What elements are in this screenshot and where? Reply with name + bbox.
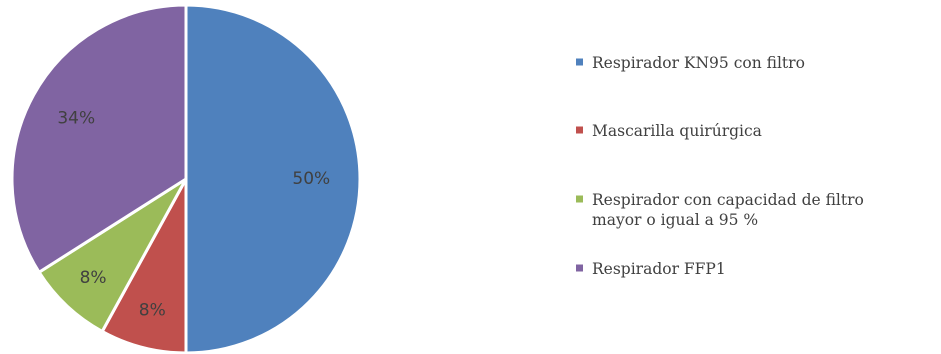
pie-slice-labels: 50% 8% 8% 34% (57, 109, 330, 321)
legend-label: Respirador con capacidad de filtro (592, 191, 864, 209)
pie-slices (10, 3, 362, 354)
legend-label: Respirador FFP1 (592, 260, 726, 278)
slice-value-label: 8% (139, 300, 166, 320)
slice-value-label: 50% (292, 169, 330, 189)
legend-marker (576, 264, 583, 272)
legend-label: Respirador KN95 con filtro (592, 54, 805, 72)
legend-item: Respirador KN95 con filtro (576, 54, 805, 72)
legend-label: Mascarilla quirúrgica (592, 122, 762, 140)
legend-item: Respirador con capacidad de filtro mayor … (576, 191, 864, 229)
slice-value-label: 8% (80, 268, 107, 288)
pie-slice-1 (184, 3, 362, 354)
legend: Respirador KN95 con filtro Mascarilla qui… (576, 54, 864, 278)
legend-label: mayor o igual a 95 % (592, 211, 758, 229)
legend-marker (576, 195, 583, 203)
legend-marker (576, 58, 583, 66)
pie-slice-4 (10, 3, 188, 274)
legend-item: Respirador FFP1 (576, 260, 726, 278)
legend-item: Mascarilla quirúrgica (576, 122, 762, 140)
slice-value-label: 34% (57, 109, 95, 129)
legend-marker (576, 126, 583, 134)
